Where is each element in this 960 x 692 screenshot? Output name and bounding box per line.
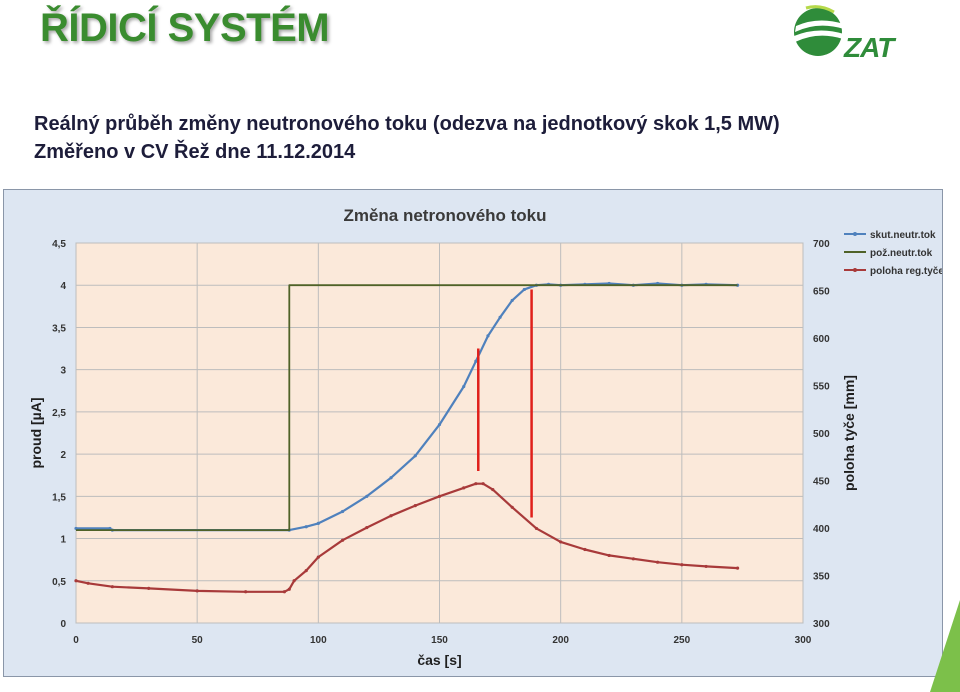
series-point-2	[195, 589, 199, 593]
series-line-1	[76, 284, 738, 532]
series-point-2	[631, 557, 635, 561]
series-point-2	[481, 482, 485, 486]
series-point-2	[607, 553, 611, 558]
series-point-0	[486, 334, 490, 338]
x-tick-label: 50	[192, 635, 204, 646]
series-point-2	[510, 505, 514, 509]
series-point-2	[413, 504, 417, 508]
series-point-2	[316, 555, 320, 559]
series-line-2	[75, 482, 738, 593]
y-tick-label: 1	[60, 535, 66, 546]
y-tick-label: 3	[60, 366, 66, 377]
series-point-2	[340, 538, 345, 542]
series-point-2	[534, 526, 539, 531]
x-tick-label: 250	[673, 635, 690, 646]
y2-tick-label: 350	[813, 572, 830, 583]
series-point-2	[462, 486, 466, 490]
series-point-0	[365, 494, 369, 498]
y2-tick-label: 700	[813, 239, 830, 250]
series-point-2	[292, 579, 296, 583]
series-point-0	[316, 521, 320, 525]
chart-title: Změna netronového toku	[343, 206, 546, 225]
corner-decoration	[930, 600, 960, 692]
subtitle-line-1: Reálný průběh změny neutronového toku (o…	[34, 113, 780, 135]
series-point-0	[389, 476, 393, 480]
series-point-2	[365, 525, 369, 530]
logo-text: ZAT	[844, 32, 894, 63]
x-axis-label: čas [s]	[417, 652, 461, 668]
x-tick-label: 100	[310, 635, 327, 646]
series-point-0	[462, 384, 466, 389]
series-point-2	[437, 494, 442, 498]
slide-subtitle: Reálný průběh změny neutronového toku (o…	[34, 110, 780, 166]
x-tick-label: 150	[431, 635, 448, 646]
series-point-0	[340, 509, 345, 514]
y-axis-label: proud [µA]	[28, 397, 44, 468]
series-point-2	[735, 566, 740, 570]
series-point-0	[413, 454, 417, 458]
legend-label-2: poloha reg.tyče	[870, 266, 942, 277]
y-tick-label: 0	[60, 619, 66, 630]
y2-axis-label: poloha tyče [mm]	[841, 375, 857, 491]
series-point-2	[86, 581, 90, 585]
legend-marker-2	[853, 268, 857, 272]
legend-label-1: pož.neutr.tok	[870, 248, 933, 259]
y-tick-label: 1,5	[52, 492, 66, 503]
series-point-0	[437, 422, 442, 427]
legend-label-0: skut.neutr.tok	[870, 230, 936, 241]
y2-tick-label: 500	[813, 429, 830, 440]
y2-tick-label: 550	[813, 382, 830, 393]
series-point-2	[583, 547, 587, 552]
y2-tick-label: 650	[813, 287, 830, 298]
chart-frame: 0 50 100 150 200 250 300 0 0,5 1 1,5 2 2,5 3 3,5 4 4,5 30…	[3, 189, 943, 677]
legend-marker-0	[853, 232, 857, 236]
y-tick-label: 4	[60, 281, 66, 292]
y-tick-label: 2,5	[52, 408, 66, 419]
subtitle-line-2: Změřeno v CV Řež dne 11.12.2014	[34, 141, 356, 163]
series-point-2	[304, 569, 308, 573]
series-point-2	[680, 563, 684, 567]
x-tick-label: 0	[73, 635, 79, 646]
series-point-2	[110, 585, 114, 589]
zat-logo: ZAT	[790, 2, 920, 64]
series-point-2	[656, 560, 660, 564]
y2-tick-label: 600	[813, 334, 830, 345]
y-tick-label: 0,5	[52, 577, 66, 588]
series-point-2	[559, 540, 563, 544]
y-tick-label: 4,5	[52, 239, 66, 250]
y2-tick-label: 400	[813, 524, 830, 535]
series-point-0	[304, 525, 308, 529]
series-point-2	[474, 482, 478, 486]
series-point-0	[474, 359, 478, 363]
y-tick-label: 3,5	[52, 323, 66, 334]
series-point-2	[287, 587, 291, 591]
series-point-2	[704, 564, 708, 569]
y-tick-label: 2	[60, 450, 66, 461]
series-point-2	[74, 579, 78, 583]
series-point-2	[491, 487, 495, 492]
series-point-2	[389, 514, 393, 518]
series-point-0	[510, 298, 514, 303]
zat-logo-icon	[794, 5, 844, 56]
series-point-0	[522, 287, 526, 292]
slide-title: ŘÍDICÍ SYSTÉM	[40, 6, 330, 50]
series-point-2	[244, 590, 248, 594]
series-point-0	[498, 315, 502, 319]
x-tick-label: 200	[552, 635, 569, 646]
neutron-flux-chart: 0 50 100 150 200 250 300 0 0,5 1 1,5 2 2,5 3 3,5 4 4,5 30…	[28, 206, 942, 668]
series-point-2	[282, 590, 287, 594]
y2-tick-label: 450	[813, 477, 830, 488]
series-point-2	[147, 586, 151, 590]
y2-tick-label: 300	[813, 619, 830, 630]
x-tick-label: 300	[795, 635, 812, 646]
